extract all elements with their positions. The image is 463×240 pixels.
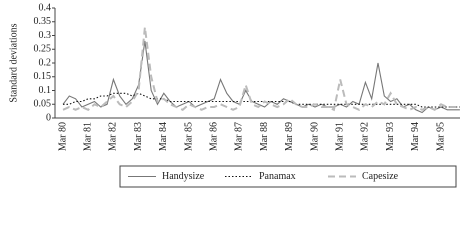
x-tick-label: Mar 88: [259, 122, 270, 151]
x-tick-label: Mar 87: [234, 122, 245, 151]
x-tick-label: Mar 89: [284, 122, 295, 151]
y-tick-label: 0.3: [39, 30, 52, 41]
legend-label: Capesize: [362, 171, 399, 182]
x-tick-label: Mar 85: [183, 122, 194, 151]
x-tick-label: Mar 86: [208, 122, 219, 151]
chart: Standard deviations 0 0.05 0.1 0.15 0.2 0.25 0…: [8, 2, 460, 188]
x-tick-label: Mar 83: [133, 122, 144, 151]
legend-label: Panamax: [259, 171, 296, 182]
y-tick-label: 0.35: [34, 16, 52, 27]
y-tick-label: 0.4: [39, 2, 52, 13]
y-tick-label: 0.2: [39, 57, 52, 68]
x-tick-label: Mar 84: [158, 122, 169, 151]
x-tick-label: Mar 94: [410, 122, 421, 151]
x-tick-label: Mar 81: [82, 122, 93, 151]
y-tick-label: 0.05: [34, 99, 52, 110]
x-tick-label: Mar 90: [309, 122, 320, 151]
y-tick-label: 0: [46, 112, 51, 123]
legend-label: Handysize: [162, 171, 205, 182]
series-line: [62, 27, 460, 112]
y-axis-label: Standard deviations: [8, 23, 19, 102]
x-tick-label: Mar 93: [385, 122, 396, 151]
x-tick-label: Mar 80: [57, 122, 68, 151]
x-tick-label: Mar 82: [108, 122, 119, 151]
legend-box: [119, 165, 457, 188]
y-tick-label: 0.15: [34, 71, 52, 82]
x-tick-label: Mar 91: [334, 122, 345, 151]
y-tick-label: 0.25: [34, 44, 52, 55]
series-line: [63, 92, 460, 108]
x-tick-label: Mar 92: [360, 122, 371, 151]
x-tick-label: Mar 95: [435, 122, 446, 151]
y-tick-label: 0.1: [39, 85, 52, 96]
